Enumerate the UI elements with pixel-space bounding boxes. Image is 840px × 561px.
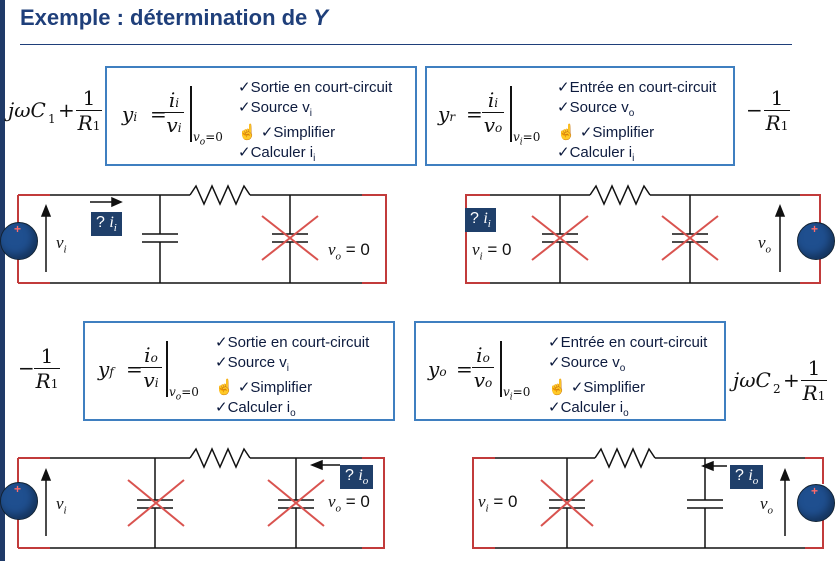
question-ii-2: ? ii xyxy=(465,208,496,233)
yf-result: − 1 R1 xyxy=(18,344,60,393)
question-io-3: ? io xyxy=(340,465,374,490)
yi-formula: yi = ii vi vo=0 xyxy=(122,86,223,148)
vi-zero-4: vi = 0 xyxy=(478,492,518,515)
yo-result: jωC 2 + 1 R1 xyxy=(733,356,827,405)
yf-steps: ✓Sortie en court-circuit ✓Source vi ☝ ✓S… xyxy=(215,334,370,419)
yo-formula: yo = io vo vi=0 xyxy=(428,341,531,403)
yf-box xyxy=(83,321,395,421)
yr-steps: ✓Entrée en court-circuit ✓Source vo ☝ ✓S… xyxy=(557,79,717,164)
yr-box xyxy=(425,66,735,166)
circuit-yr xyxy=(465,184,821,284)
circuit-yi xyxy=(17,184,387,284)
vi-label-1: vi xyxy=(56,233,67,256)
yi-steps: ✓Sortie en court-circuit ✓Source vi ☝ ✓S… xyxy=(238,79,393,164)
vi-label-3: vi xyxy=(56,494,67,517)
yo-box xyxy=(414,321,726,421)
vo-label-4: vo xyxy=(760,494,774,517)
question-io-4: ? io xyxy=(730,465,764,490)
source-vo-2: + xyxy=(797,222,835,260)
yo-steps: ✓Entrée en court-circuit ✓Source vo ☝ ✓S… xyxy=(548,334,708,419)
source-vo-4: + xyxy=(797,484,835,522)
title-rule xyxy=(20,44,792,45)
left-accent-bar xyxy=(0,0,5,561)
yi-result: jωC 1 + 1 R1 xyxy=(8,86,102,135)
vi-zero-2: vi = 0 xyxy=(472,240,512,263)
circuit-yf xyxy=(17,447,385,549)
yf-formula: yf = io vi vo=0 xyxy=(98,341,199,403)
yi-box xyxy=(105,66,417,166)
yr-formula: yr = ii vo vi=0 xyxy=(438,86,541,148)
source-vi-1: + xyxy=(0,222,38,260)
yr-result: − 1 R1 xyxy=(746,86,790,135)
source-vi-3: + xyxy=(0,482,38,520)
question-ii-1: ? ii xyxy=(91,212,122,237)
vo-zero-3: vo = 0 xyxy=(328,492,370,515)
circuit-yo xyxy=(472,447,824,549)
vo-zero-1: vo = 0 xyxy=(328,240,370,263)
vo-label-2: vo xyxy=(758,233,772,256)
page-title: Exemple : détermination de Y xyxy=(20,5,329,30)
